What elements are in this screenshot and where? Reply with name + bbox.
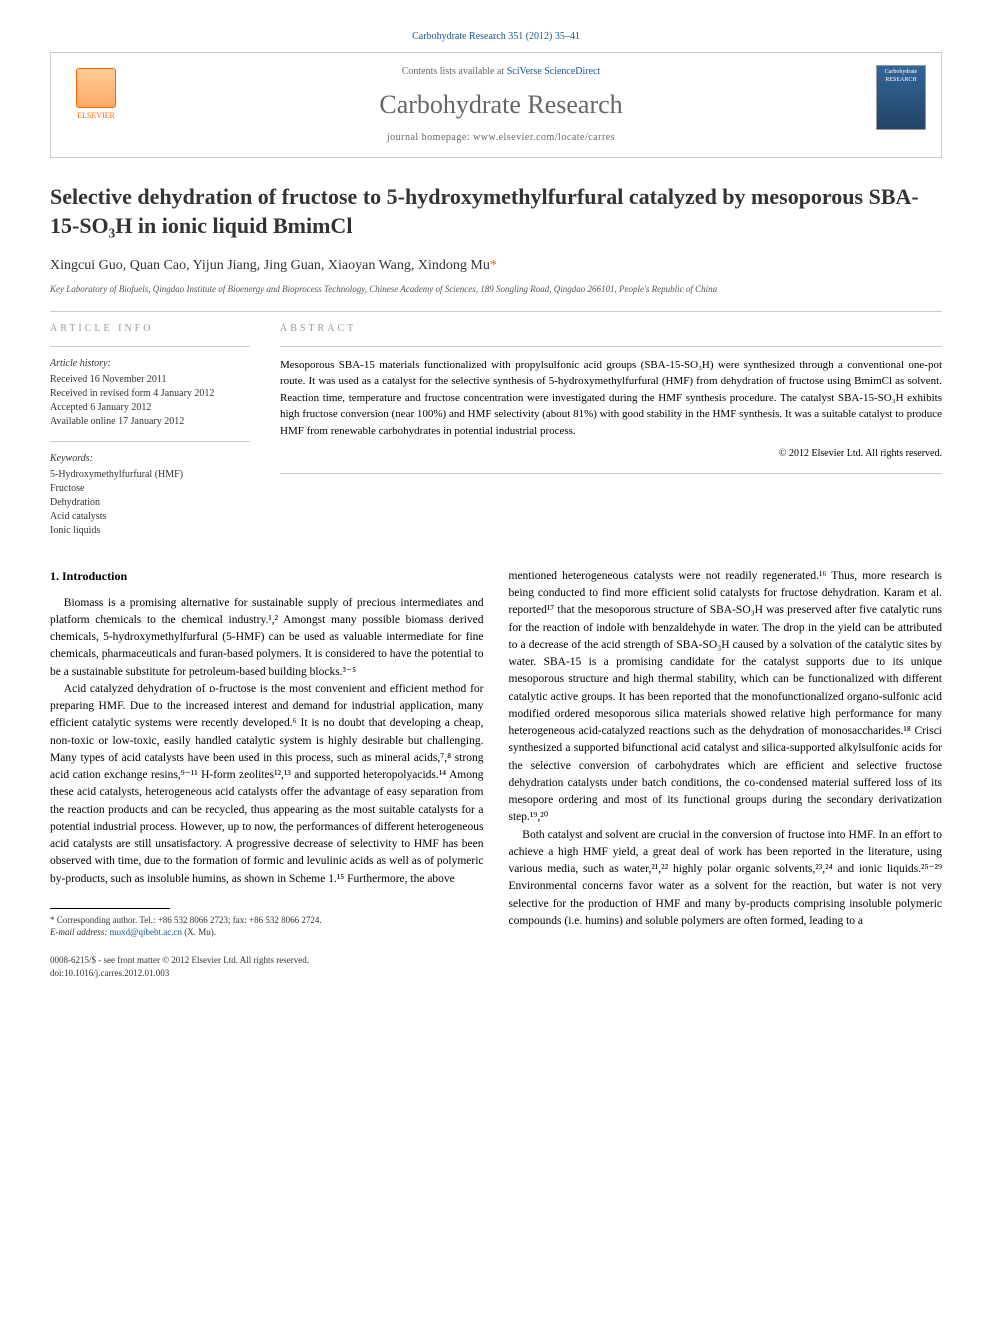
body-columns: 1. Introduction Biomass is a promising a…: [50, 568, 942, 939]
contents-available-line: Contents lists available at SciVerse Sci…: [146, 65, 856, 79]
history-item: Received in revised form 4 January 2012: [50, 387, 250, 401]
journal-cover-thumb: Carbohydrate RESEARCH: [876, 65, 926, 130]
email-label: E-mail address:: [50, 927, 107, 937]
homepage-prefix: journal homepage:: [387, 132, 473, 143]
paragraph: Biomass is a promising alternative for s…: [50, 595, 484, 681]
contents-prefix: Contents lists available at: [402, 66, 507, 77]
divider: [50, 346, 250, 347]
history-item: Received 16 November 2011: [50, 373, 250, 387]
divider: [50, 441, 250, 442]
elsevier-logo: ELSEVIER: [66, 65, 126, 125]
divider: [280, 473, 942, 474]
citation-line: Carbohydrate Research 351 (2012) 35–41: [50, 30, 942, 44]
authors-line: Xingcui Guo, Quan Cao, Yijun Jiang, Jing…: [50, 256, 942, 276]
issn-line: 0008-6215/$ - see front matter © 2012 El…: [50, 954, 309, 967]
body-text: Biomass is a promising alternative for s…: [50, 595, 484, 888]
divider: [280, 346, 942, 347]
email-footnote: E-mail address: muxd@qibebt.ac.cn (X. Mu…: [50, 926, 484, 939]
authors-names: Xingcui Guo, Quan Cao, Yijun Jiang, Jing…: [50, 258, 490, 273]
body-text: mentioned heterogeneous catalysts were n…: [509, 568, 943, 930]
keyword: Fructose: [50, 482, 250, 496]
paragraph: mentioned heterogeneous catalysts were n…: [509, 568, 943, 827]
left-column: 1. Introduction Biomass is a promising a…: [50, 568, 484, 939]
journal-header: ELSEVIER Contents lists available at Sci…: [50, 52, 942, 158]
divider: [50, 311, 942, 312]
abstract-heading: ABSTRACT: [280, 322, 942, 336]
homepage-url[interactable]: www.elsevier.com/locate/carres: [473, 132, 615, 143]
section-number: 1.: [50, 569, 59, 583]
abstract-block: ABSTRACT Mesoporous SBA-15 materials fun…: [280, 322, 942, 538]
sciencedirect-link[interactable]: SciVerse ScienceDirect: [507, 66, 601, 77]
article-info-heading: ARTICLE INFO: [50, 322, 250, 336]
keyword: 5-Hydroxymethylfurfural (HMF): [50, 468, 250, 482]
abstract-text: Mesoporous SBA-15 materials functionaliz…: [280, 357, 942, 440]
history-item: Available online 17 January 2012: [50, 415, 250, 429]
doi-line: doi:10.1016/j.carres.2012.01.003: [50, 967, 309, 980]
elsevier-tree-icon: [76, 68, 116, 108]
email-name: (X. Mu).: [184, 927, 216, 937]
article-title: Selective dehydration of fructose to 5-h…: [50, 183, 942, 240]
paragraph: Acid catalyzed dehydration of ᴅ-fructose…: [50, 681, 484, 888]
footnote-rule: [50, 908, 170, 909]
corresponding-footnote: * Corresponding author. Tel.: +86 532 80…: [50, 914, 484, 927]
abstract-copyright: © 2012 Elsevier Ltd. All rights reserved…: [280, 447, 942, 461]
history-label: Article history:: [50, 357, 250, 371]
section-title: Introduction: [62, 569, 127, 583]
paragraph: Both catalyst and solvent are crucial in…: [509, 827, 943, 931]
journal-name: Carbohydrate Research: [146, 87, 856, 123]
email-link[interactable]: muxd@qibebt.ac.cn: [110, 927, 182, 937]
publisher-name: ELSEVIER: [77, 110, 115, 121]
keyword: Acid catalysts: [50, 510, 250, 524]
section-heading: 1. Introduction: [50, 568, 484, 585]
keyword: Dehydration: [50, 496, 250, 510]
homepage-line: journal homepage: www.elsevier.com/locat…: [146, 131, 856, 145]
bottom-line: 0008-6215/$ - see front matter © 2012 El…: [50, 954, 942, 979]
right-column: mentioned heterogeneous catalysts were n…: [509, 568, 943, 939]
corresponding-mark: *: [490, 258, 497, 273]
affiliation: Key Laboratory of Biofuels, Qingdao Inst…: [50, 283, 942, 296]
history-item: Accepted 6 January 2012: [50, 401, 250, 415]
keyword: Ionic liquids: [50, 524, 250, 538]
keywords-label: Keywords:: [50, 452, 250, 466]
article-info-block: ARTICLE INFO Article history: Received 1…: [50, 322, 250, 538]
